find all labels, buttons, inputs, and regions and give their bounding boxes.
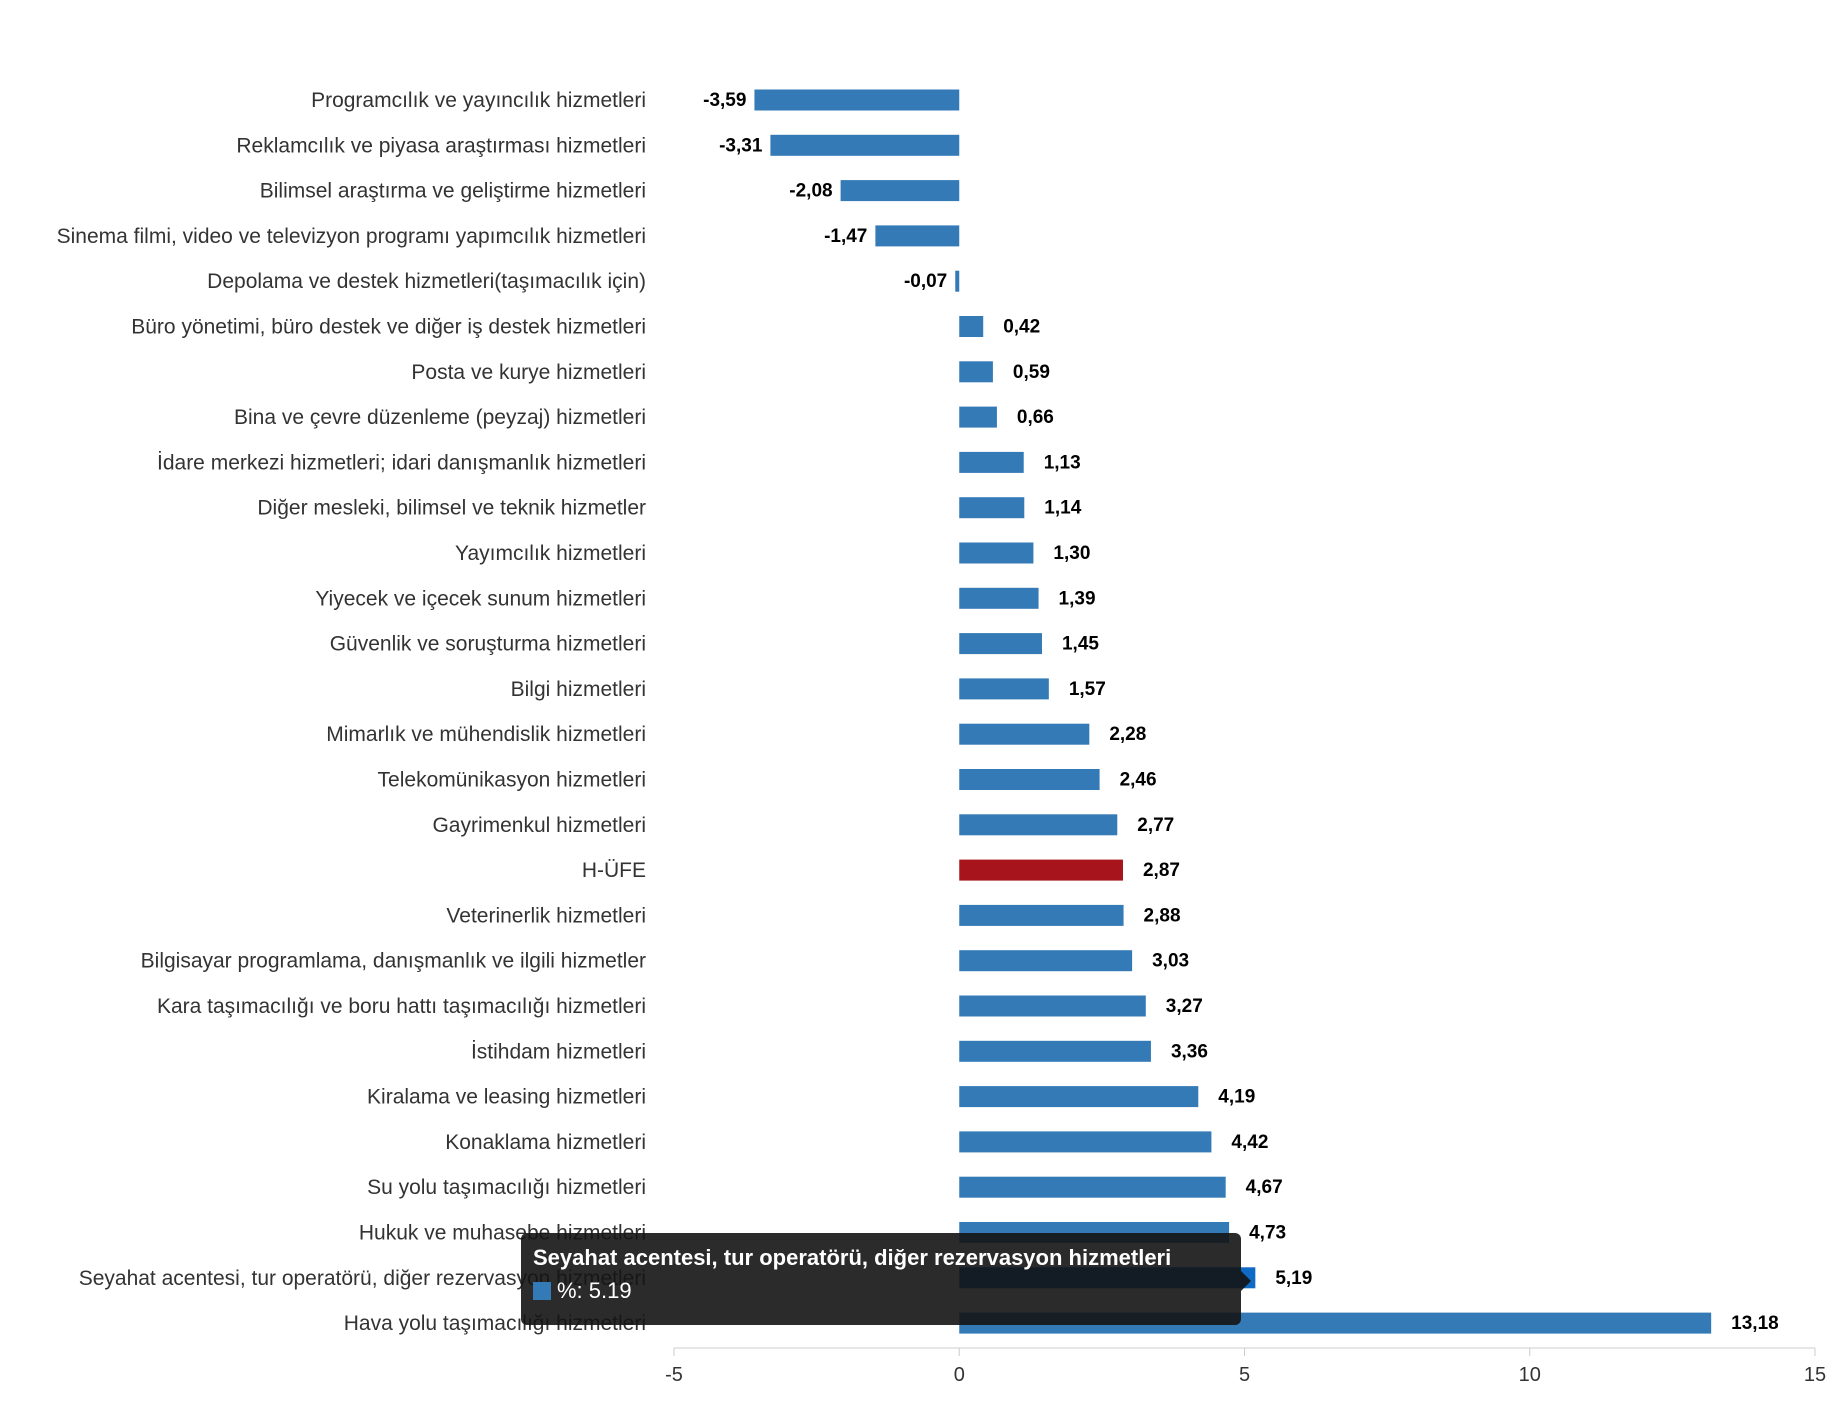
category-label: Diğer mesleki, bilimsel ve teknik hizmet…	[257, 497, 646, 520]
category-label: Büro yönetimi, büro destek ve diğer iş d…	[131, 316, 646, 339]
x-tick-label: 15	[1804, 1364, 1826, 1386]
tooltip-value: %: 5.19	[557, 1278, 632, 1303]
category-label: Yiyecek ve içecek sunum hizmetleri	[315, 587, 646, 610]
category-label: H-ÜFE	[582, 859, 646, 882]
data-label: 4,19	[1218, 1087, 1255, 1108]
x-axis: -5 0 5 10 15	[665, 1347, 1826, 1386]
bar[interactable]	[959, 1040, 1151, 1062]
bar[interactable]	[959, 904, 1124, 926]
category-label: Posta ve kurye hizmetleri	[411, 361, 646, 384]
data-label: 1,57	[1069, 679, 1106, 700]
data-label: 1,39	[1059, 588, 1096, 609]
bar[interactable]	[959, 542, 1034, 564]
bar[interactable]	[959, 361, 993, 383]
data-label: -0,07	[904, 271, 947, 292]
bar[interactable]	[959, 497, 1025, 519]
bar[interactable]	[875, 225, 960, 247]
data-label: 0,59	[1013, 362, 1050, 383]
data-label: 3,36	[1171, 1041, 1208, 1062]
bar[interactable]	[959, 814, 1118, 836]
category-label: Programcılık ve yayıncılık hizmetleri	[311, 89, 646, 112]
data-label: -1,47	[824, 226, 867, 247]
tooltip-row: %: 5.19	[533, 1279, 1229, 1303]
bar[interactable]	[955, 270, 960, 292]
category-label: İdare merkezi hizmetleri; idari danışman…	[157, 451, 646, 474]
bar[interactable]	[959, 678, 1049, 700]
bar[interactable]	[959, 950, 1133, 972]
category-label: İstihdam hizmetleri	[471, 1040, 646, 1063]
category-label: Gayrimenkul hizmetleri	[432, 814, 646, 837]
data-label: 1,30	[1053, 543, 1090, 564]
category-label: Bilgisayar programlama, danışmanlık ve i…	[141, 950, 646, 973]
category-label: Yayımcılık hizmetleri	[455, 542, 646, 565]
data-label: -3,59	[703, 90, 746, 111]
x-tick-label: 5	[1239, 1364, 1250, 1386]
data-label: 2,77	[1137, 815, 1174, 836]
bar[interactable]	[959, 1086, 1199, 1108]
bar[interactable]	[959, 769, 1100, 790]
data-label: 5,19	[1275, 1268, 1312, 1289]
data-label: 4,42	[1231, 1132, 1268, 1153]
data-label: 0,42	[1003, 317, 1040, 338]
bar[interactable]	[959, 1131, 1212, 1153]
data-label: 3,03	[1152, 951, 1189, 972]
data-label: 3,27	[1166, 996, 1203, 1017]
data-label: 2,28	[1109, 724, 1146, 745]
category-label: Su yolu taşımacılığı hizmetleri	[367, 1176, 646, 1199]
bar[interactable]	[959, 316, 984, 337]
data-label: 4,73	[1249, 1223, 1286, 1244]
category-label: Sinema filmi, video ve televizyon progra…	[57, 225, 646, 248]
data-label: 13,18	[1731, 1313, 1779, 1334]
category-label: Kiralama ve leasing hizmetleri	[367, 1086, 646, 1109]
x-tick-label: -5	[665, 1364, 683, 1386]
category-label: Bilgi hizmetleri	[511, 678, 646, 701]
bar[interactable]	[959, 1176, 1226, 1198]
data-label: 1,45	[1062, 634, 1099, 655]
category-label: Telekomünikasyon hizmetleri	[378, 769, 646, 792]
category-label: Kara taşımacılığı ve boru hattı taşımacı…	[157, 995, 646, 1018]
category-label: Konaklama hizmetleri	[445, 1131, 646, 1154]
data-label: 2,46	[1120, 770, 1157, 791]
data-label: 0,66	[1017, 407, 1054, 428]
x-tick-label: 0	[954, 1364, 965, 1386]
data-label: -2,08	[789, 181, 832, 202]
bar[interactable]	[770, 134, 960, 156]
bar[interactable]	[959, 406, 997, 428]
bar[interactable]	[959, 995, 1146, 1017]
bar[interactable]	[959, 859, 1123, 881]
category-label: Reklamcılık ve piyasa araştırması hizmet…	[236, 134, 646, 157]
category-label: Mimarlık ve mühendislik hizmetleri	[326, 723, 646, 746]
category-labels: Programcılık ve yayıncılık hizmetleri Rek…	[57, 89, 646, 1335]
category-label: Güvenlik ve soruşturma hizmetleri	[330, 633, 646, 656]
data-label: 4,67	[1246, 1177, 1283, 1198]
tooltip-arrow	[1241, 1271, 1251, 1291]
data-label: 2,88	[1144, 905, 1181, 926]
bar[interactable]	[959, 633, 1042, 655]
tooltip: Seyahat acentesi, tur operatörü, diğer r…	[521, 1233, 1251, 1325]
category-label: Veterinerlik hizmetleri	[446, 904, 646, 927]
tooltip-swatch	[533, 1282, 551, 1300]
x-tick-label: 10	[1519, 1364, 1541, 1386]
category-label: Bilimsel araştırma ve geliştirme hizmetl…	[260, 180, 646, 203]
bar[interactable]	[959, 723, 1090, 745]
bar[interactable]	[959, 451, 1024, 473]
category-label: Bina ve çevre düzenleme (peyzaj) hizmetl…	[234, 406, 646, 429]
category-label: Depolama ve destek hizmetleri(taşımacılı…	[207, 270, 646, 293]
data-label: 1,13	[1044, 452, 1081, 473]
data-label: 1,14	[1044, 498, 1081, 519]
category-label: Seyahat acentesi, tur operatörü, diğer r…	[79, 1267, 646, 1290]
bar[interactable]	[959, 587, 1039, 609]
data-label: -3,31	[719, 135, 763, 156]
data-label: 2,87	[1143, 860, 1180, 881]
value-labels: -3,59 -3,31 -2,08 -1,47 -0,07 0,42 0,59 0,66 1,1…	[703, 90, 1779, 1334]
tooltip-title: Seyahat acentesi, tur operatörü, diğer r…	[533, 1245, 1172, 1270]
bar[interactable]	[754, 89, 960, 111]
bar[interactable]	[840, 180, 960, 202]
